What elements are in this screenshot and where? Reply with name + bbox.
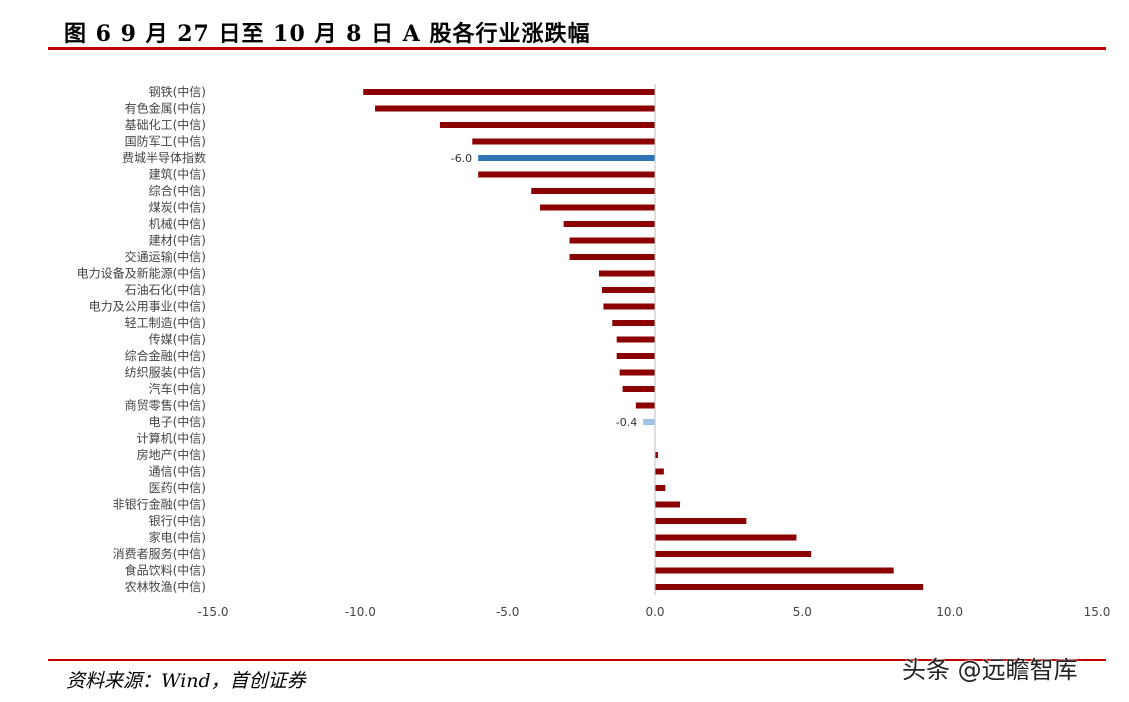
x-tick-labels: -15.0 -10.0 -5.0 0.0 5.0 10.0 15.0 bbox=[197, 605, 1110, 619]
bar bbox=[616, 353, 655, 359]
category-label: 通信(中信) bbox=[149, 464, 206, 479]
bars-group bbox=[363, 89, 924, 590]
bar bbox=[478, 155, 655, 161]
category-label: 电力及公用事业(中信) bbox=[89, 299, 206, 314]
x-tick-label: 15.0 bbox=[1084, 605, 1111, 619]
category-label: 房地产(中信) bbox=[137, 447, 206, 462]
category-label: 电力设备及新能源(中信) bbox=[77, 266, 206, 281]
x-tick-label: 5.0 bbox=[793, 605, 812, 619]
bar bbox=[655, 501, 681, 508]
title-rule bbox=[48, 47, 1106, 50]
bar bbox=[655, 551, 812, 557]
data-label: -0.4 bbox=[616, 416, 637, 429]
x-tick-label: 0.0 bbox=[645, 605, 664, 619]
bar bbox=[616, 336, 655, 343]
category-label: 医药(中信) bbox=[149, 480, 206, 495]
category-label: 有色金属(中信) bbox=[125, 101, 206, 116]
footer-rule bbox=[48, 659, 1106, 661]
bar bbox=[655, 452, 658, 458]
category-label: 建材(中信) bbox=[149, 233, 206, 248]
category-label: 食品饮料(中信) bbox=[125, 563, 206, 578]
category-label: 煤炭(中信) bbox=[149, 200, 206, 215]
category-labels: 钢铁(中信) 有色金属(中信)基础化工(中信) 国防军工(中信)费城半导体指数建筑(… bbox=[77, 84, 206, 594]
category-label: 商贸零售(中信) bbox=[125, 398, 206, 413]
bar bbox=[655, 485, 666, 491]
bar bbox=[619, 369, 655, 376]
bar bbox=[655, 534, 797, 541]
category-label: 家电(中信) bbox=[149, 530, 206, 545]
bar bbox=[635, 402, 655, 409]
bar bbox=[603, 303, 655, 310]
bar bbox=[599, 270, 655, 277]
bar bbox=[643, 419, 655, 425]
category-label: 农林牧渔(中信) bbox=[125, 579, 206, 594]
bar bbox=[363, 89, 655, 95]
category-label: 交通运输(中信) bbox=[125, 249, 206, 264]
bar bbox=[540, 204, 655, 211]
category-label: 纺织服装(中信) bbox=[125, 365, 206, 380]
bar bbox=[601, 287, 655, 293]
category-label: 综合金融(中信) bbox=[125, 348, 206, 363]
bar bbox=[563, 221, 655, 227]
category-label: 电子(中信) bbox=[149, 414, 206, 429]
category-label: 基础化工(中信) bbox=[125, 117, 206, 132]
x-tick-label: -5.0 bbox=[496, 605, 519, 619]
bar bbox=[569, 237, 655, 244]
category-label: 轻工制造(中信) bbox=[125, 315, 206, 330]
watermark: 头条 @远瞻智库 bbox=[902, 656, 1078, 684]
bar bbox=[655, 584, 924, 590]
data-labels: -6.0 -0.4 bbox=[451, 152, 637, 429]
x-tick-label: -15.0 bbox=[197, 605, 228, 619]
bar bbox=[375, 105, 655, 112]
bar bbox=[569, 254, 655, 260]
category-label: 综合(中信) bbox=[149, 183, 206, 198]
category-label: 石油石化(中信) bbox=[125, 282, 206, 297]
source-note: 资料来源：Wind，首创证券 bbox=[66, 670, 306, 692]
category-label: 汽车(中信) bbox=[149, 381, 206, 396]
bar bbox=[655, 567, 894, 574]
bar bbox=[439, 122, 655, 128]
category-label: 计算机(中信) bbox=[137, 431, 206, 446]
category-label: 钢铁(中信) bbox=[149, 84, 206, 99]
category-label: 机械(中信) bbox=[149, 216, 206, 231]
data-label: -6.0 bbox=[451, 152, 472, 165]
category-label: 国防军工(中信) bbox=[125, 134, 206, 149]
bar bbox=[478, 171, 655, 178]
bar bbox=[612, 320, 655, 326]
bar bbox=[531, 188, 655, 194]
category-label: 消费者服务(中信) bbox=[113, 546, 206, 561]
x-tick-label: -10.0 bbox=[345, 605, 376, 619]
category-label: 银行(中信) bbox=[149, 513, 206, 528]
page-title: 图 6 9 月 27 日至 10 月 8 日 A 股各行业涨跌幅 bbox=[64, 21, 591, 47]
category-label: 非银行金融(中信) bbox=[113, 497, 206, 512]
category-label: 费城半导体指数 bbox=[122, 150, 206, 165]
x-tick-label: 10.0 bbox=[936, 605, 963, 619]
bar bbox=[472, 138, 655, 145]
category-label: 传媒(中信) bbox=[149, 332, 206, 347]
bar bbox=[622, 386, 655, 392]
bar bbox=[655, 518, 747, 524]
bar bbox=[655, 468, 664, 475]
category-label: 建筑(中信) bbox=[149, 167, 206, 182]
